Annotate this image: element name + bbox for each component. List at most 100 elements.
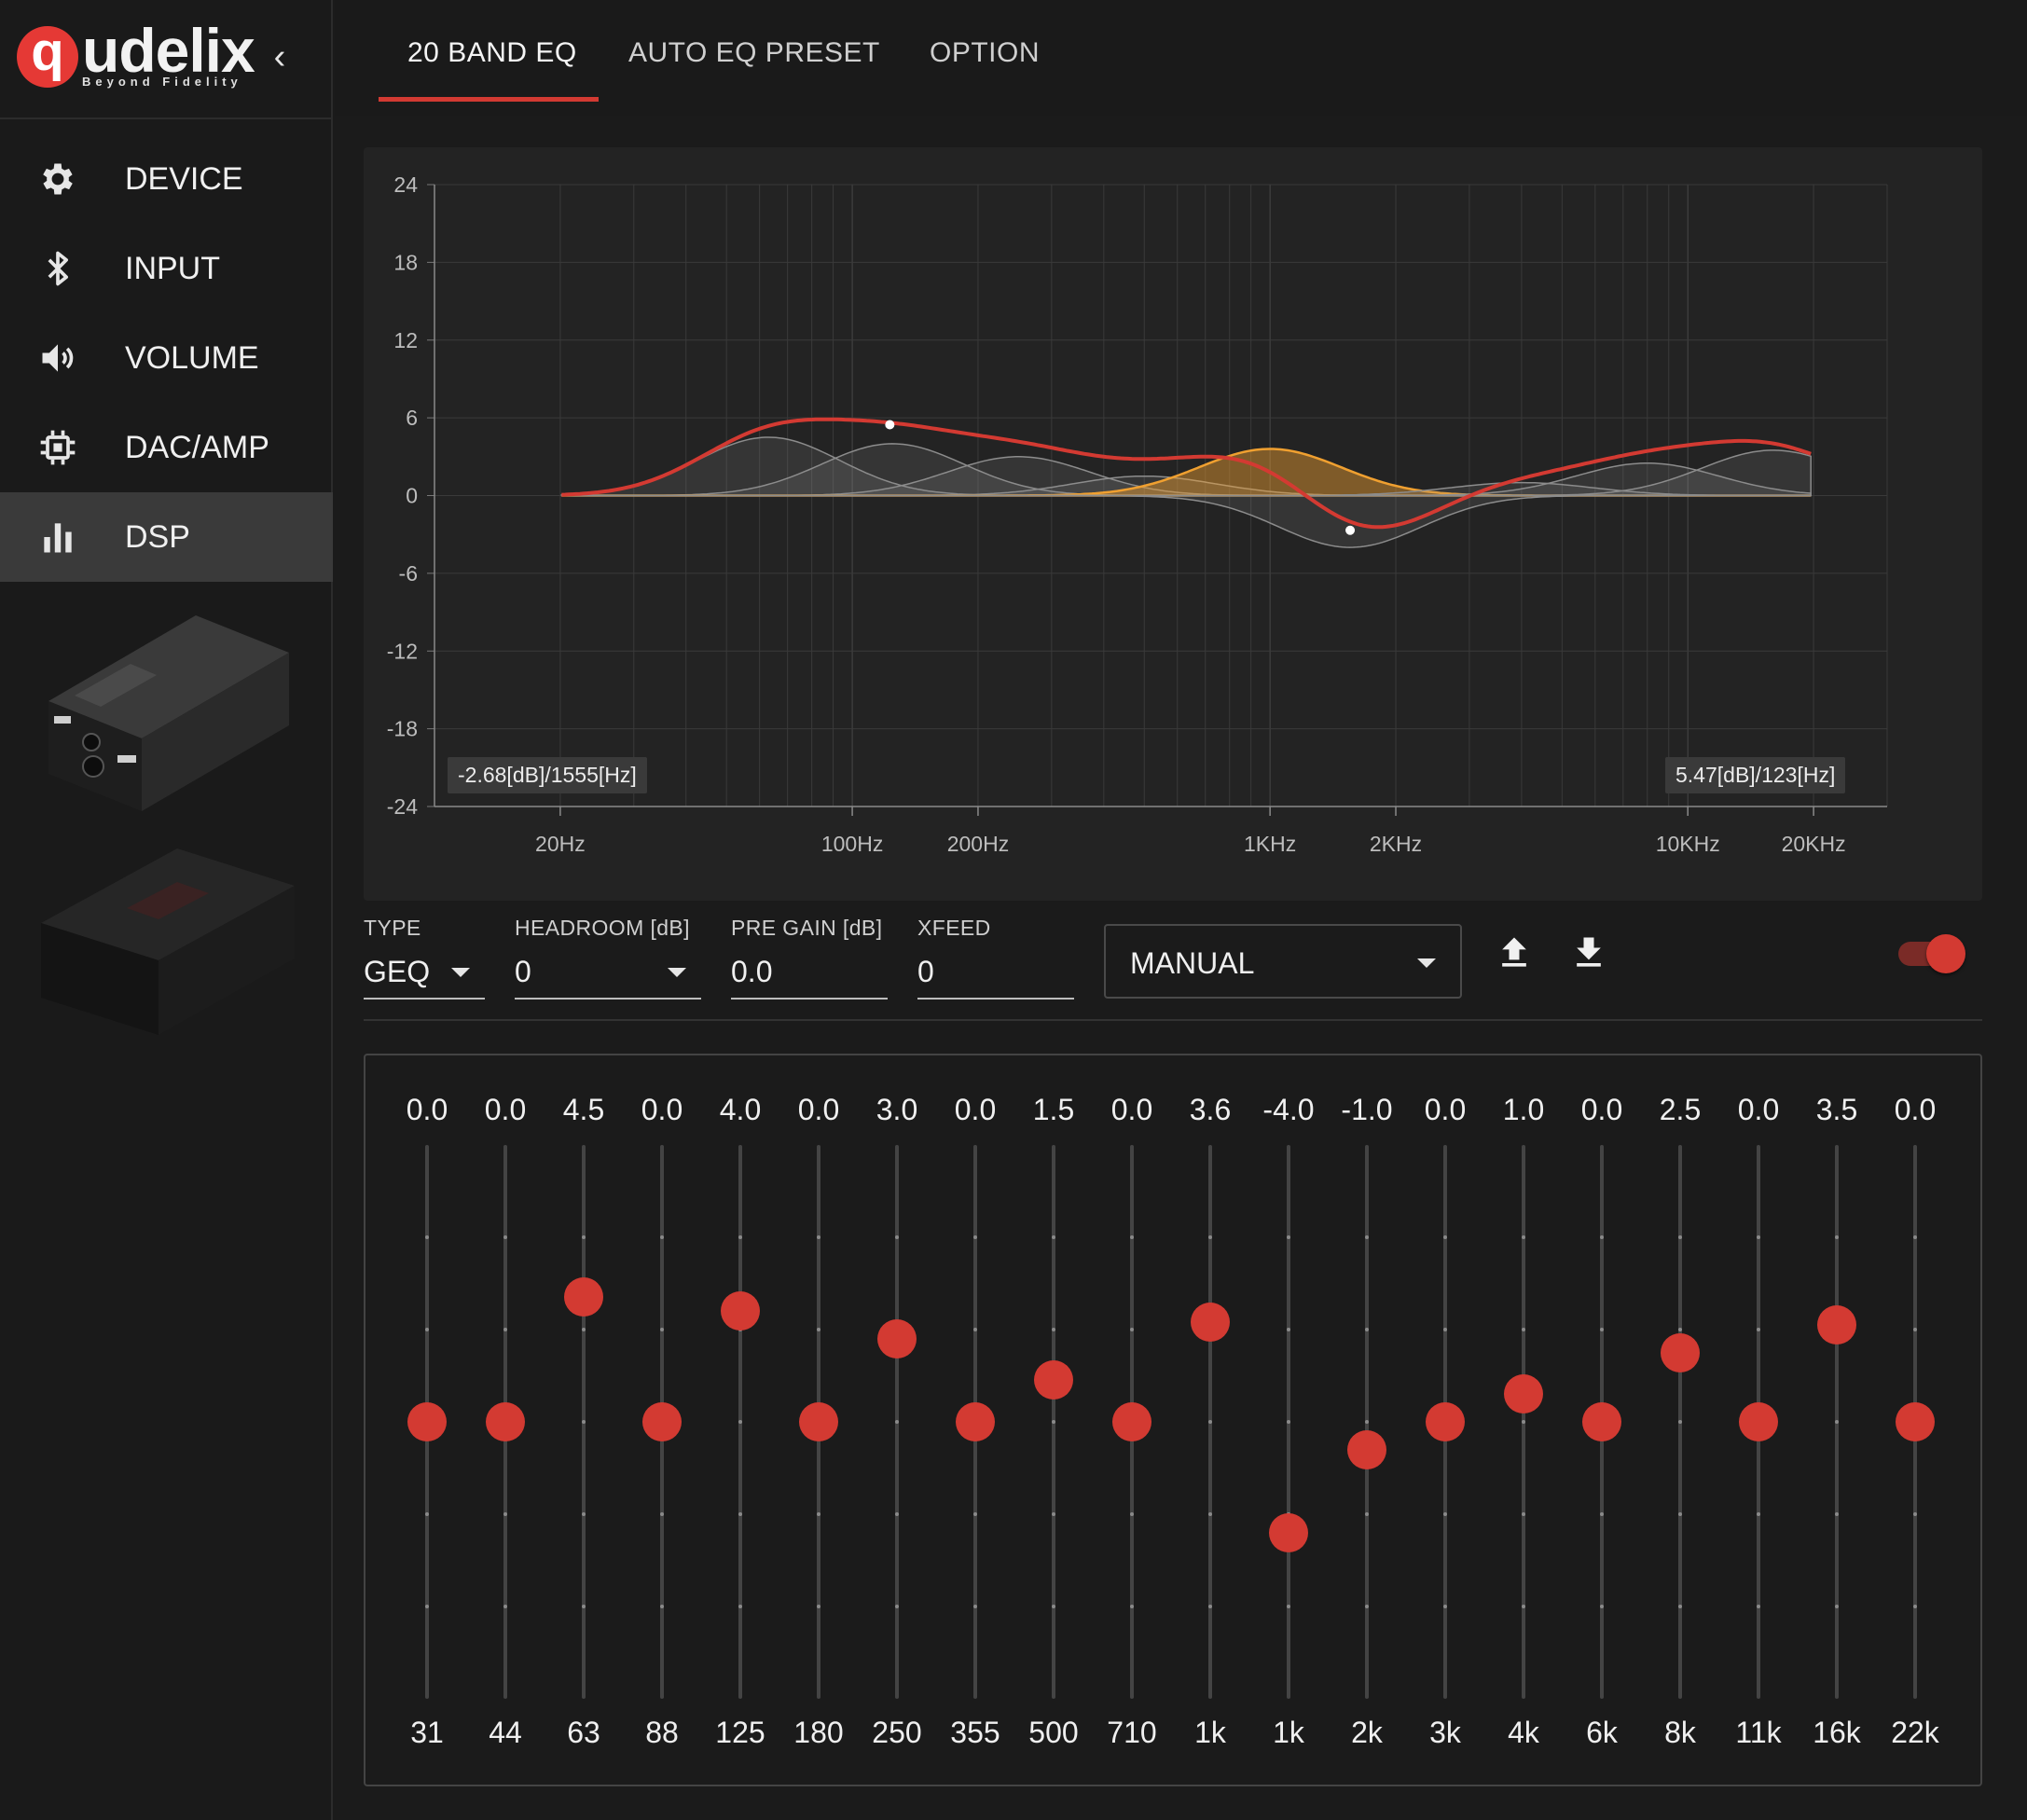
band-curve: [561, 449, 1812, 497]
slider-thumb[interactable]: [1896, 1402, 1935, 1441]
sidebar-item-input[interactable]: INPUT: [0, 224, 333, 313]
slider-thumb[interactable]: [642, 1402, 682, 1441]
cursor-marker: [885, 420, 895, 430]
headroom-underline: [515, 998, 701, 1000]
x-tick-label: 10KHz: [1656, 832, 1720, 856]
slider-tick: [817, 1512, 820, 1516]
pregain-underline: [731, 998, 888, 1000]
type-underline: [364, 998, 485, 1000]
sidebar-item-device[interactable]: DEVICE: [0, 134, 333, 224]
logo-mark: q: [17, 25, 78, 88]
eq-band-9: 0.0 710: [1093, 1055, 1171, 1788]
slider-tick: [1443, 1235, 1447, 1239]
device-image-bottom: [41, 848, 295, 1035]
type-label: TYPE: [364, 916, 421, 940]
slider-thumb[interactable]: [1112, 1402, 1151, 1441]
slider-thumb[interactable]: [486, 1402, 525, 1441]
sidebar-item-label: DSP: [125, 518, 190, 555]
slider-tick: [582, 1328, 586, 1331]
slider-thumb[interactable]: [1661, 1332, 1700, 1372]
collapse-sidebar-button[interactable]: ‹: [273, 37, 286, 76]
slider-tick: [1052, 1512, 1055, 1516]
slider-tick: [1208, 1512, 1212, 1516]
band-frequency-label: 31: [410, 1716, 444, 1749]
slider-tick: [1443, 1512, 1447, 1516]
slider-thumb[interactable]: [721, 1291, 760, 1331]
slider-thumb[interactable]: [564, 1277, 603, 1317]
eq-band-8: 1.5 500: [1014, 1055, 1093, 1788]
slider-tick: [1052, 1605, 1055, 1608]
band-frequency-label: 180: [793, 1716, 844, 1749]
upload-icon[interactable]: [1494, 932, 1535, 973]
headroom-label: HEADROOM [dB]: [515, 916, 690, 940]
xfeed-field[interactable]: XFEED 0: [917, 916, 1074, 1000]
tab-option[interactable]: OPTION: [930, 37, 1041, 68]
slider-tick: [1678, 1420, 1682, 1424]
chevron-down-icon: [451, 968, 470, 977]
sidebar-item-volume[interactable]: VOLUME: [0, 313, 333, 403]
y-tick-label: 24: [393, 172, 418, 197]
tab-auto-eq-preset[interactable]: AUTO EQ PRESET: [628, 37, 880, 68]
slider-thumb[interactable]: [1739, 1402, 1778, 1441]
band-gain-value: -1.0: [1341, 1093, 1393, 1126]
band-gain-value: 0.0: [406, 1093, 448, 1126]
slider-tick: [1913, 1235, 1917, 1239]
slider-tick: [1365, 1512, 1369, 1516]
slider-tick: [660, 1605, 664, 1608]
pregain-field[interactable]: PRE GAIN [dB] 0.0: [731, 916, 888, 1000]
preset-select[interactable]: MANUAL: [1104, 924, 1462, 999]
slider-tick: [1913, 1328, 1917, 1331]
sidebar: q udelix Beyond Fidelity ‹ DEVICE INPUT …: [0, 0, 333, 1820]
slider-thumb[interactable]: [1582, 1402, 1621, 1441]
type-select[interactable]: TYPE GEQ: [364, 916, 485, 1000]
slider-thumb[interactable]: [1034, 1360, 1073, 1400]
slider-tick: [582, 1235, 586, 1239]
band-gain-value: -4.0: [1262, 1093, 1315, 1126]
slider-thumb[interactable]: [1347, 1429, 1386, 1469]
x-tick-label: 20Hz: [535, 832, 586, 856]
eq-band-14: 1.0 4k: [1484, 1055, 1563, 1788]
slider-thumb[interactable]: [407, 1402, 447, 1441]
pregain-value: 0.0: [731, 955, 773, 988]
headroom-select[interactable]: HEADROOM [dB] 0: [515, 916, 701, 1000]
sidebar-item-dac-amp[interactable]: DAC/AMP: [0, 403, 333, 492]
logo-name: udelix: [82, 16, 255, 85]
slider-tick: [660, 1235, 664, 1239]
eq-response-chart[interactable]: 24 18 12 6 0 -6 -12 -18 -24 20Hz 100Hz 200Hz 1KHz 2KH…: [364, 147, 1982, 901]
eq-band-10: 3.6 1k: [1171, 1055, 1249, 1788]
slider-thumb[interactable]: [1426, 1402, 1465, 1441]
slider-thumb[interactable]: [877, 1318, 917, 1358]
slider-tick: [1208, 1235, 1212, 1239]
download-icon[interactable]: [1568, 932, 1609, 973]
eq-band-13: 0.0 3k: [1406, 1055, 1484, 1788]
xfeed-value: 0: [917, 955, 934, 988]
slider-tick: [425, 1328, 429, 1331]
band-gain-value: 0.0: [1424, 1093, 1467, 1126]
eq-enable-toggle[interactable]: [1895, 934, 1965, 973]
slider-tick: [660, 1328, 664, 1331]
slider-thumb[interactable]: [1269, 1512, 1308, 1552]
sidebar-item-label: DAC/AMP: [125, 429, 269, 465]
x-tick-label: 20KHz: [1782, 832, 1846, 856]
sidebar-item-dsp[interactable]: DSP: [0, 492, 333, 582]
slider-tick: [895, 1235, 899, 1239]
x-tick-label: 1KHz: [1244, 832, 1296, 856]
slider-tick: [1522, 1235, 1525, 1239]
slider-tick: [1130, 1235, 1134, 1239]
slider-thumb[interactable]: [1817, 1305, 1856, 1345]
top-tabs-bar: [335, 0, 2027, 116]
slider-tick: [973, 1235, 977, 1239]
band-gain-value: 0.0: [1737, 1093, 1780, 1126]
slider-tick: [1600, 1605, 1604, 1608]
band-gain-value: 0.0: [641, 1093, 683, 1126]
slider-thumb[interactable]: [1504, 1374, 1543, 1414]
preset-value: MANUAL: [1130, 946, 1255, 980]
slider-thumb[interactable]: [956, 1402, 995, 1441]
cursor-marker: [1345, 525, 1356, 535]
slider-tick: [425, 1605, 429, 1608]
eq-band-12: -1.0 2k: [1328, 1055, 1406, 1788]
tab-20-band-eq[interactable]: 20 BAND EQ: [407, 37, 577, 68]
slider-thumb[interactable]: [1191, 1303, 1230, 1343]
pregain-label: PRE GAIN [dB]: [731, 916, 883, 940]
slider-thumb[interactable]: [799, 1402, 838, 1441]
